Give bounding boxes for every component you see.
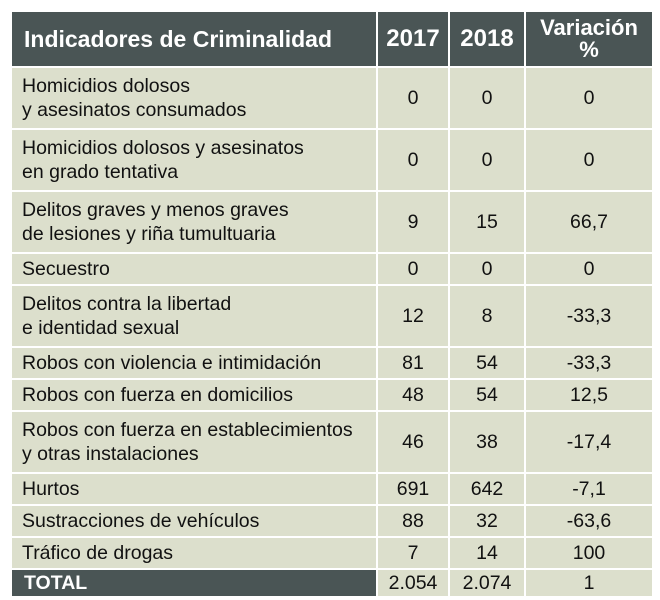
indicator-label-line: Delitos graves y menos graves [22,199,289,221]
indicator-label-line: de lesiones y riña tumultuaria [22,223,276,245]
table-row: Secuestro 0 0 0 [12,254,652,284]
value-2018: 14 [450,538,524,568]
value-variation: -33,3 [526,348,652,378]
table-body: Homicidios dolosos y asesinatos consumado… [12,68,652,568]
table-row: Tráfico de drogas 7 14 100 [12,538,652,568]
indicator-label-line: Hurtos [22,478,80,500]
value-2017: 0 [378,68,448,128]
value-2017: 691 [378,474,448,504]
value-2017: 81 [378,348,448,378]
table-row: Delitos graves y menos graves de lesiones… [12,192,652,252]
value-2017: 7 [378,538,448,568]
indicator-label: Robos con violencia e intimidación [12,348,376,378]
indicator-label-line: Sustracciones de vehículos [22,510,260,532]
value-variation: -17,4 [526,412,652,472]
indicator-label-line: Homicidios dolosos y asesinatos [22,137,304,159]
indicator-label: Homicidios dolosos y asesinatos en grado … [12,130,376,190]
value-2018: 8 [450,286,524,346]
value-2017: 48 [378,380,448,410]
value-2018: 54 [450,380,524,410]
value-2018: 0 [450,254,524,284]
header-2017: 2017 [378,12,448,66]
indicator-label: Delitos contra la libertad e identidad se… [12,286,376,346]
table-row: Robos con fuerza en domicilios 48 54 12,5 [12,380,652,410]
header-variation-line1: Variación [540,15,638,40]
indicator-label: Hurtos [12,474,376,504]
total-variation: 1 [526,570,652,596]
indicator-label-line: Robos con violencia e intimidación [22,352,322,374]
value-variation: 0 [526,68,652,128]
value-variation: 12,5 [526,380,652,410]
header-variation: Variación % [526,12,652,66]
value-variation: 100 [526,538,652,568]
indicator-label: Tráfico de drogas [12,538,376,568]
indicator-label-line: Robos con fuerza en establecimientos [22,419,353,441]
header-indicators: Indicadores de Criminalidad [12,12,376,66]
header-row: Indicadores de Criminalidad 2017 2018 Va… [12,12,652,66]
indicator-label-line: y asesinatos consumados [22,99,247,121]
value-variation: 0 [526,130,652,190]
table-row: Homicidios dolosos y asesinatos consumado… [12,68,652,128]
indicator-label: Sustracciones de vehículos [12,506,376,536]
table-row: Robos con violencia e intimidación 81 54 -3… [12,348,652,378]
value-2018: 0 [450,68,524,128]
value-2017: 46 [378,412,448,472]
value-variation: 0 [526,254,652,284]
header-2018: 2018 [450,12,524,66]
value-2017: 0 [378,254,448,284]
value-variation: 66,7 [526,192,652,252]
indicator-label: Robos con fuerza en domicilios [12,380,376,410]
crime-indicators-table: Indicadores de Criminalidad 2017 2018 Va… [10,10,654,598]
total-2018: 2.074 [450,570,524,596]
value-2018: 32 [450,506,524,536]
value-variation: -63,6 [526,506,652,536]
value-2018: 0 [450,130,524,190]
indicator-label: Secuestro [12,254,376,284]
total-row: TOTAL 2.054 2.074 1 [12,570,652,596]
value-2018: 642 [450,474,524,504]
total-label: TOTAL [12,570,376,596]
value-2017: 12 [378,286,448,346]
table-row: Delitos contra la libertad e identidad se… [12,286,652,346]
indicator-label-line: y otras instalaciones [22,443,199,465]
indicator-label-line: Tráfico de drogas [22,542,174,564]
table-row: Hurtos 691 642 -7,1 [12,474,652,504]
table-row: Sustracciones de vehículos 88 32 -63,6 [12,506,652,536]
indicator-label-line: en grado tentativa [22,161,179,183]
value-2017: 88 [378,506,448,536]
indicator-label-line: Homicidios dolosos [22,75,190,97]
value-2018: 15 [450,192,524,252]
indicator-label: Homicidios dolosos y asesinatos consumado… [12,68,376,128]
indicator-label-line: Robos con fuerza en domicilios [22,384,293,406]
table-row: Homicidios dolosos y asesinatos en grado … [12,130,652,190]
table-row: Robos con fuerza en establecimientos y ot… [12,412,652,472]
value-2017: 0 [378,130,448,190]
value-2017: 9 [378,192,448,252]
value-variation: -7,1 [526,474,652,504]
value-variation: -33,3 [526,286,652,346]
indicator-label-line: Secuestro [22,258,110,280]
indicator-label: Delitos graves y menos graves de lesiones… [12,192,376,252]
value-2018: 38 [450,412,524,472]
value-2018: 54 [450,348,524,378]
indicator-label-line: e identidad sexual [22,317,180,339]
header-variation-line2: % [579,37,599,62]
indicator-label: Robos con fuerza en establecimientos y ot… [12,412,376,472]
total-2017: 2.054 [378,570,448,596]
indicator-label-line: Delitos contra la libertad [22,293,232,315]
